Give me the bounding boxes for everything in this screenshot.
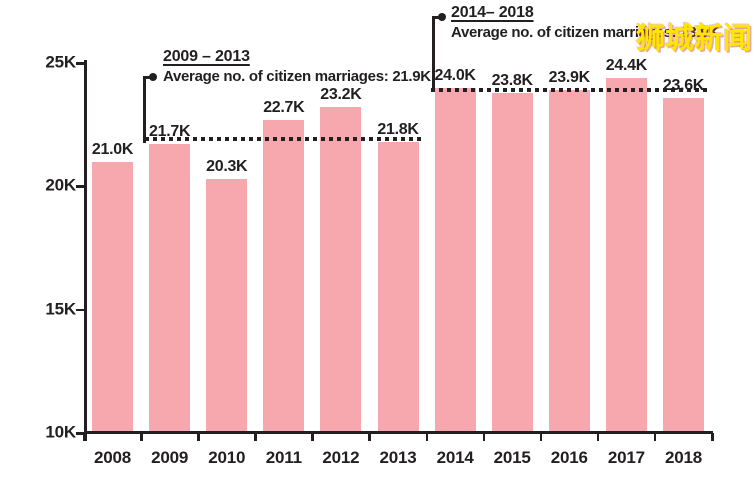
bar-2017 xyxy=(605,77,647,434)
x-axis-tick xyxy=(197,433,200,441)
bar-2009 xyxy=(149,144,191,434)
bar-value-label: 21.8K xyxy=(377,120,419,138)
bar-value-label: 23.9K xyxy=(548,69,591,87)
bar-value-label: 23.2K xyxy=(320,86,362,104)
bar-value-label: 23.8K xyxy=(491,71,534,89)
bar-2008 xyxy=(92,161,134,434)
annotation-period: 2009 – 2013 xyxy=(163,48,250,65)
x-axis-tick xyxy=(254,433,257,441)
x-tick-label: 2010 xyxy=(208,448,246,467)
y-tick-label: 10K xyxy=(45,422,76,442)
y-axis-tick xyxy=(76,308,84,312)
annotation-connector-left xyxy=(143,76,155,143)
x-tick-label: 2018 xyxy=(664,448,702,467)
annotation-label: Average no. of citizen marriages: 21.9K xyxy=(163,68,431,85)
y-tick-label: 15K xyxy=(45,299,76,319)
y-tick-label: 20K xyxy=(45,175,76,195)
x-axis-tick xyxy=(711,433,714,441)
x-tick-label: 2015 xyxy=(493,448,531,467)
x-tick-label: 2014 xyxy=(436,448,474,467)
x-axis-tick xyxy=(425,433,429,441)
bar-2011 xyxy=(263,119,305,434)
annotation-label: Average no. of citizen marriages: 23.9K xyxy=(451,24,719,41)
average-dotted-line xyxy=(430,88,708,93)
bar-2014 xyxy=(434,87,476,434)
annotation-period: 2014– 2018 xyxy=(451,4,534,21)
x-tick-label: 2013 xyxy=(379,448,417,467)
bar-2012 xyxy=(320,107,362,434)
x-axis-tick xyxy=(653,433,657,441)
bar-value-label: 21.0K xyxy=(91,140,134,158)
bar-value-label: 22.7K xyxy=(263,98,305,116)
y-axis-tick xyxy=(76,62,84,65)
bar-value-label: 23.6K xyxy=(662,76,705,94)
x-tick-label: 2017 xyxy=(607,448,645,467)
x-tick-label: 2011 xyxy=(265,448,302,467)
x-axis-tick xyxy=(140,433,143,441)
y-tick-label: 25K xyxy=(45,52,76,72)
x-axis-tick xyxy=(596,433,600,441)
average-dotted-line xyxy=(145,137,423,142)
bar-2015 xyxy=(491,92,533,434)
bar-2018 xyxy=(662,97,704,434)
y-axis-line xyxy=(84,60,87,441)
bullet-icon xyxy=(149,72,157,81)
x-axis-tick xyxy=(482,433,486,441)
x-axis-line xyxy=(84,431,713,434)
x-tick-label: 2009 xyxy=(151,448,189,467)
x-tick-label: 2008 xyxy=(94,448,132,467)
annotation-2009-2013: 2009 – 2013 Average no. of citizen marri… xyxy=(163,48,431,85)
bar-value-label: 24.4K xyxy=(605,56,648,74)
annotation-connector-right xyxy=(432,16,444,91)
bar-2013 xyxy=(377,141,419,434)
x-axis-tick xyxy=(368,433,371,441)
x-tick-label: 2012 xyxy=(322,448,360,467)
x-axis-tick xyxy=(311,433,314,441)
bar-2016 xyxy=(548,90,590,434)
bar-value-label: 24.0K xyxy=(434,66,476,84)
watermark-text: 狮城新闻 xyxy=(636,21,753,55)
y-axis-tick xyxy=(76,432,84,435)
x-axis-tick xyxy=(83,433,86,441)
x-axis-tick xyxy=(539,433,543,441)
y-axis-tick xyxy=(76,185,84,188)
annotation-2014-2018: 2014– 2018 Average no. of citizen marria… xyxy=(451,4,719,41)
bar-value-label: 21.7K xyxy=(149,123,191,141)
bullet-icon xyxy=(438,12,446,21)
bar-value-label: 20.3K xyxy=(206,157,248,175)
x-tick-label: 2016 xyxy=(550,448,588,467)
bar-2010 xyxy=(206,178,248,434)
